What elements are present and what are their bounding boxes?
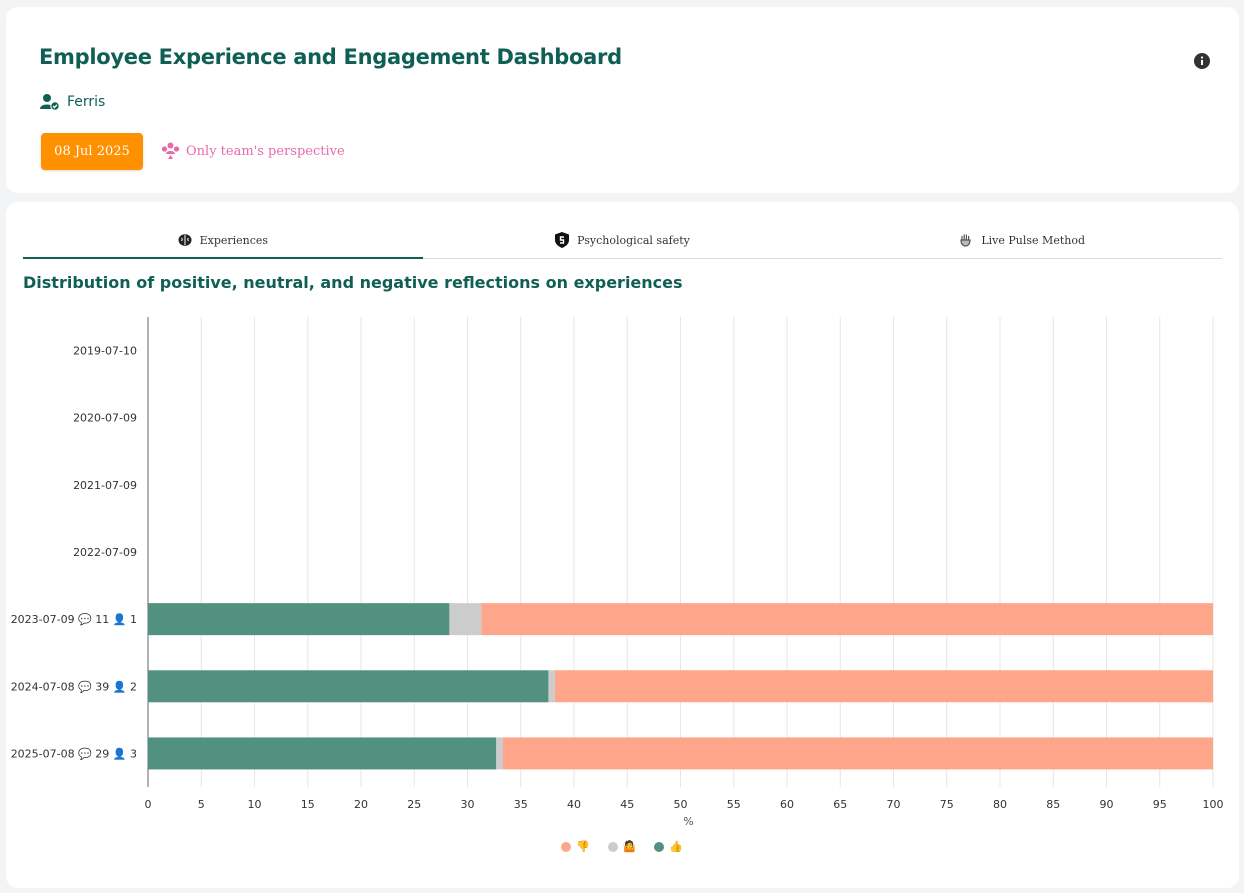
legend-item-neutral[interactable]: 🤷 bbox=[607, 840, 637, 853]
bar-segment bbox=[502, 737, 1213, 770]
legend-item-positive[interactable]: 👍 bbox=[654, 840, 683, 853]
x-tick-label: 25 bbox=[407, 798, 421, 811]
legend-label-neutral: 🤷 bbox=[622, 840, 637, 853]
category-label: 2022-07-09 bbox=[73, 546, 137, 559]
page-title: Employee Experience and Engagement Dashb… bbox=[39, 45, 622, 69]
header-card: Employee Experience and Engagement Dashb… bbox=[6, 7, 1239, 193]
chart-legend: 👎 🤷 👍 bbox=[561, 840, 701, 853]
x-tick-label: 80 bbox=[993, 798, 1007, 811]
category-label: 2023-07-09 💬 11 👤 1 bbox=[11, 613, 137, 626]
tab-experiences[interactable]: Experiences bbox=[23, 222, 423, 259]
tab-psychological-safety[interactable]: Psychological safety bbox=[423, 222, 823, 258]
x-axis-label: % bbox=[683, 815, 693, 828]
x-tick-label: 60 bbox=[780, 798, 794, 811]
chart-card: Experiences Psychological safety Live Pu… bbox=[6, 202, 1239, 888]
x-tick-label: 95 bbox=[1153, 798, 1167, 811]
brain-icon bbox=[178, 234, 192, 246]
x-tick-label: 75 bbox=[940, 798, 954, 811]
pulse-hand-icon bbox=[960, 234, 971, 247]
team-check-icon bbox=[40, 94, 60, 111]
chart-title: Distribution of positive, neutral, and n… bbox=[23, 273, 683, 292]
category-label: 2025-07-08 💬 29 👤 3 bbox=[11, 747, 137, 760]
tab-live-pulse-method[interactable]: Live Pulse Method bbox=[822, 222, 1222, 258]
bar-segment bbox=[449, 603, 482, 636]
team-name: Ferris bbox=[67, 94, 106, 110]
category-label: 2021-07-09 bbox=[73, 479, 137, 492]
team-perspective-toggle[interactable]: Only team's perspective bbox=[161, 142, 345, 160]
x-tick-label: 5 bbox=[198, 798, 205, 811]
legend-dot-neutral bbox=[607, 841, 618, 852]
x-tick-label: 10 bbox=[248, 798, 262, 811]
x-tick-label: 40 bbox=[567, 798, 581, 811]
tab-psychological-safety-label: Psychological safety bbox=[577, 233, 690, 247]
x-tick-label: 70 bbox=[887, 798, 901, 811]
tab-bar: Experiences Psychological safety Live Pu… bbox=[23, 222, 1222, 259]
tab-experiences-label: Experiences bbox=[199, 233, 269, 247]
shield-icon bbox=[555, 232, 570, 248]
x-tick-label: 65 bbox=[833, 798, 847, 811]
legend-label-negative: 👎 bbox=[576, 840, 590, 853]
team-row: Ferris bbox=[40, 93, 105, 111]
stacked-bar-chart: 2019-07-10 2020-07-09 2021-07-09 2022-07-09… bbox=[11, 317, 1224, 828]
legend-label-positive: 👍 bbox=[669, 840, 684, 853]
category-label: 2019-07-10 bbox=[73, 345, 137, 358]
bar-segment bbox=[548, 670, 555, 703]
bar-segment bbox=[148, 670, 549, 703]
info-icon[interactable] bbox=[1194, 53, 1210, 69]
x-tick-label: 90 bbox=[1100, 798, 1114, 811]
category-label: 2024-07-08 💬 39 👤 2 bbox=[11, 680, 137, 693]
legend-item-negative[interactable]: 👎 bbox=[561, 840, 590, 853]
x-tick-label: 15 bbox=[301, 798, 315, 811]
bar-segment bbox=[148, 737, 497, 770]
x-tick-label: 20 bbox=[354, 798, 368, 811]
x-tick-label: 100 bbox=[1203, 798, 1224, 811]
x-tick-label: 30 bbox=[461, 798, 475, 811]
bar-segment bbox=[148, 603, 450, 636]
x-tick-label: 45 bbox=[620, 798, 634, 811]
legend-dot-negative bbox=[561, 841, 571, 852]
bar-segment bbox=[554, 670, 1213, 703]
legend-dot-positive bbox=[654, 841, 665, 852]
tab-live-pulse-method-label: Live Pulse Method bbox=[981, 233, 1085, 247]
x-tick-label: 0 bbox=[145, 798, 152, 811]
date-button[interactable]: 08 Jul 2025 bbox=[41, 133, 143, 170]
x-tick-label: 35 bbox=[514, 798, 528, 811]
x-tick-label: 85 bbox=[1046, 798, 1060, 811]
x-tick-label: 50 bbox=[674, 798, 688, 811]
bar-segment bbox=[496, 737, 503, 770]
category-label: 2020-07-09 bbox=[73, 412, 137, 425]
x-tick-label: 55 bbox=[727, 798, 741, 811]
team-perspective-icon bbox=[161, 142, 180, 159]
perspective-label: Only team's perspective bbox=[186, 143, 345, 159]
bar-segment bbox=[481, 603, 1214, 636]
